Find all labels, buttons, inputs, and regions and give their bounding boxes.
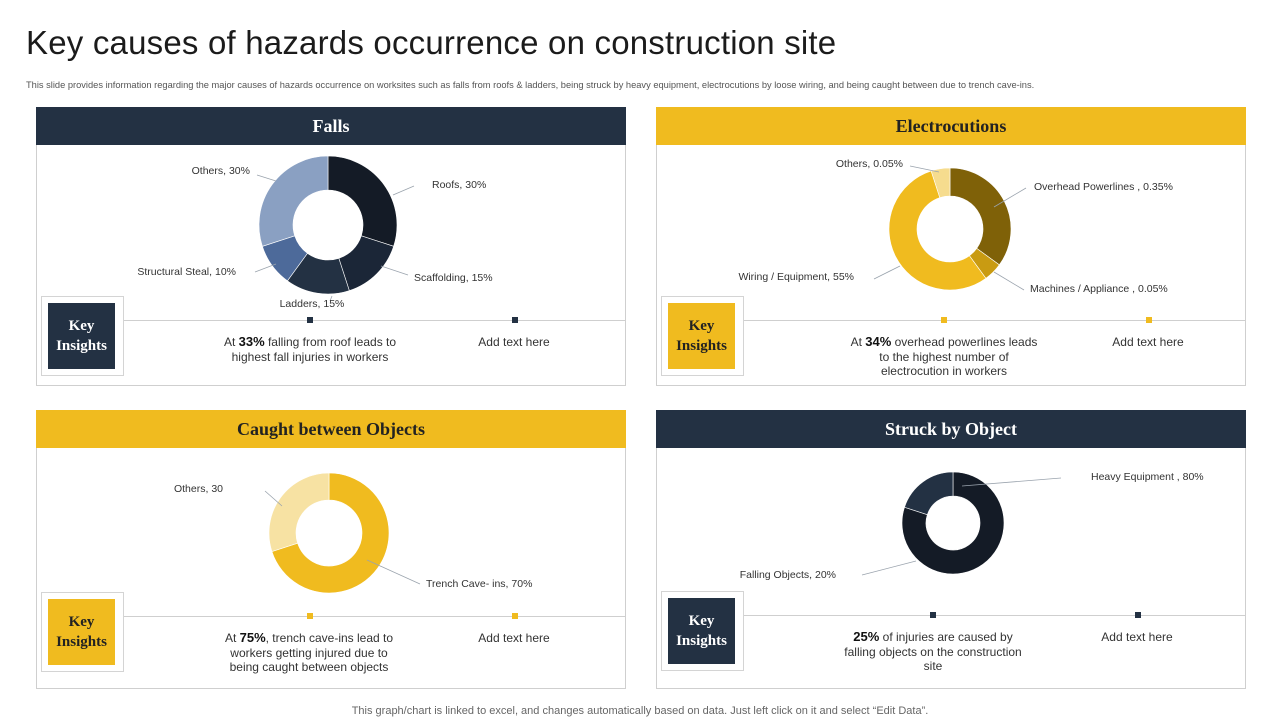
leader-line [366, 559, 421, 585]
struck-by-header: Struck by Object [656, 410, 1246, 448]
leader-line [993, 271, 1025, 291]
struck-by-insight-value: 25% [853, 629, 880, 644]
falls-panel: Falls Roofs, 30% Scaffolding, 15% Ladders,… [36, 107, 626, 386]
struck-by-add-text[interactable]: Add text here [1101, 630, 1173, 644]
caught-between-panel: Caught between Objects Trench Cave- ins,… [36, 410, 626, 689]
donut-slice-overhead-powerlines [949, 167, 1012, 266]
data-label: Ladders, 15% [280, 298, 345, 310]
data-label: Falling Objects, 20% [740, 569, 836, 581]
data-label: Others, 30% [192, 165, 250, 177]
falls-insight-divider [124, 320, 626, 321]
electrocutions-donut-chart: Overhead Powerlines , 0.35% Machines / Ap… [738, 158, 1173, 295]
struck-by-insight-marker-2 [1135, 612, 1141, 618]
data-label: Trench Cave- ins, 70% [426, 578, 532, 590]
donut-slice-trench-cave-ins [271, 472, 390, 594]
falls-insight-text: At 33% falling from roof leads to highes… [223, 334, 397, 364]
insights-label: Insights [56, 338, 107, 354]
key-label: Key [688, 318, 715, 334]
insights-label: Insights [56, 634, 107, 650]
data-label: Wiring / Equipment, 55% [738, 271, 854, 283]
caught-between-key-insights-badge: Key Insights [48, 599, 115, 665]
insights-label: Insights [676, 633, 727, 649]
donut-slice-others [258, 155, 329, 247]
electrocutions-key-insights-badge: Key Insights [668, 303, 735, 369]
electrocutions-insight-marker-2 [1146, 317, 1152, 323]
caught-between-insight-text: At 75%, trench cave-ins lead to workers … [224, 630, 394, 674]
leader-line [380, 265, 409, 276]
falls-insight-marker-2 [512, 317, 518, 323]
caught-between-insight-divider [124, 616, 626, 617]
leader-line [909, 165, 940, 173]
data-label: Others, 30 [174, 483, 223, 495]
caught-between-key-insights: Key Insights [41, 592, 124, 672]
leader-line [392, 185, 415, 196]
falls-key-insights-badge: Key Insights [48, 303, 115, 369]
data-label: Machines / Appliance , 0.05% [1030, 283, 1168, 295]
electrocutions-insight-divider [744, 320, 1246, 321]
falls-add-text[interactable]: Add text here [478, 335, 550, 349]
leader-line [256, 174, 277, 182]
donut-slice-roofs [327, 155, 398, 247]
key-label: Key [68, 614, 95, 630]
leader-line [861, 560, 917, 576]
caught-between-header: Caught between Objects [36, 410, 626, 448]
key-label: Key [68, 318, 95, 334]
struck-by-panel: Struck by Object Heavy Equipment , 80% Fa… [656, 410, 1246, 689]
donut-slice-scaffolding [338, 235, 395, 292]
falls-insight-marker-1 [307, 317, 313, 323]
struck-by-key-insights: Key Insights [661, 591, 744, 671]
data-label: Heavy Equipment , 80% [1091, 471, 1204, 483]
data-label: Roofs, 30% [432, 179, 486, 191]
struck-by-insight-divider [744, 615, 1246, 616]
falls-insight-value: 33% [238, 334, 265, 349]
data-label: Others, 0.05% [836, 158, 903, 170]
struck-by-key-insights-badge: Key Insights [668, 598, 735, 664]
page-title: Key causes of hazards occurrence on cons… [26, 24, 837, 61]
data-label: Scaffolding, 15% [414, 272, 493, 284]
donut-slice-wiring-equipment [888, 170, 987, 291]
donut-slice-heavy-equipment [901, 471, 1005, 575]
leader-line [961, 477, 1062, 487]
electrocutions-insight-value: 34% [865, 334, 892, 349]
donut-slice-falling-objects [904, 471, 954, 516]
caught-between-insight-value: 75% [239, 630, 266, 645]
struck-by-insight-text: 25% of injuries are caused by falling ob… [844, 629, 1022, 673]
page-subtitle: This slide provides information regardin… [26, 80, 1035, 90]
data-label: Overhead Powerlines , 0.35% [1034, 181, 1173, 193]
electrocutions-panel: Electrocutions Overhead Powerlines , 0.3… [656, 107, 1246, 386]
caught-between-donut-chart: Trench Cave- ins, 70% Others, 30 [174, 472, 532, 594]
donut-slice-others [930, 167, 951, 198]
footer-note: This graph/chart is linked to excel, and… [351, 705, 929, 717]
falls-donut-chart: Roofs, 30% Scaffolding, 15% Ladders, 15% St… [137, 155, 493, 310]
key-label: Key [688, 613, 715, 629]
caught-between-insight-marker-2 [512, 613, 518, 619]
insights-label: Insights [676, 338, 727, 354]
electrocutions-add-text[interactable]: Add text here [1112, 335, 1184, 349]
data-label: Structural Steal, 10% [137, 266, 236, 278]
electrocutions-key-insights: Key Insights [661, 296, 744, 376]
electrocutions-insight-text: At 34% overhead powerlines leads to the … [850, 334, 1038, 378]
electrocutions-insight-marker-1 [941, 317, 947, 323]
leader-line [329, 295, 333, 302]
caught-between-insight-marker-1 [307, 613, 313, 619]
donut-slice-others [268, 472, 330, 552]
struck-by-donut-chart: Heavy Equipment , 80% Falling Objects, 20… [740, 471, 1204, 581]
falls-key-insights: Key Insights [41, 296, 124, 376]
caught-between-add-text[interactable]: Add text here [478, 631, 550, 645]
leader-line [254, 263, 277, 273]
falls-header: Falls [36, 107, 626, 145]
struck-by-insight-marker-1 [930, 612, 936, 618]
leader-line [264, 490, 283, 507]
leader-line [993, 187, 1027, 208]
electrocutions-header: Electrocutions [656, 107, 1246, 145]
leader-line [873, 265, 901, 280]
